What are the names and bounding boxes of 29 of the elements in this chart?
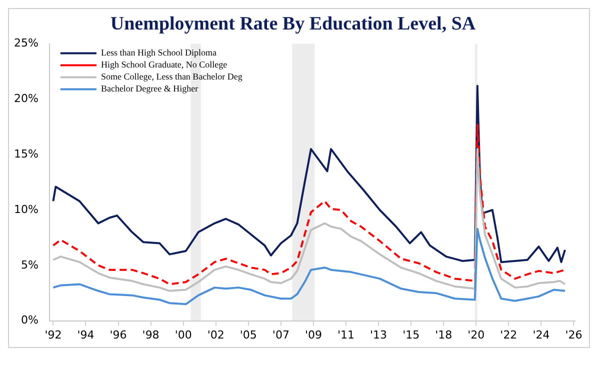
x-tick-label: '07 — [272, 328, 290, 342]
x-tick-label: '13 — [370, 328, 388, 342]
x-tick-label: '92 — [44, 328, 62, 342]
x-tick-label: '22 — [500, 328, 518, 342]
y-tick-label: 20% — [14, 92, 38, 106]
y-tick-label: 0% — [20, 314, 38, 327]
x-tick-label: '05 — [240, 328, 257, 342]
x-tick-label: '96 — [110, 328, 127, 342]
x-tick-label: '26 — [565, 328, 582, 342]
x-tick-label: '98 — [142, 328, 160, 342]
y-tick-label: 25% — [14, 36, 38, 50]
legend-label: Some College, Less than Bachelor Deg — [100, 72, 243, 82]
x-tick-label: '20 — [468, 328, 485, 342]
x-tick-label: '09 — [304, 328, 322, 342]
legend-label: Bachelor Degree & Higher — [100, 84, 198, 94]
legend-label: Less than High School Diploma — [100, 48, 216, 58]
chart-title: Unemployment Rate By Education Level, SA — [110, 13, 476, 34]
y-tick-label: 10% — [14, 202, 38, 216]
x-tick-label: '11 — [337, 328, 355, 342]
x-tick-label: '18 — [435, 328, 452, 342]
x-tick-label: '02 — [207, 328, 224, 342]
x-tick-label: '24 — [532, 328, 550, 342]
x-tick-label: '15 — [402, 328, 420, 342]
line-series — [52, 124, 566, 286]
y-tick-label: 5% — [20, 258, 38, 272]
legend-label: High School Graduate, No College — [100, 60, 228, 70]
x-tick-label: '00 — [174, 328, 192, 342]
y-tick-label: 15% — [14, 147, 38, 160]
x-tick-label: '94 — [77, 328, 94, 342]
